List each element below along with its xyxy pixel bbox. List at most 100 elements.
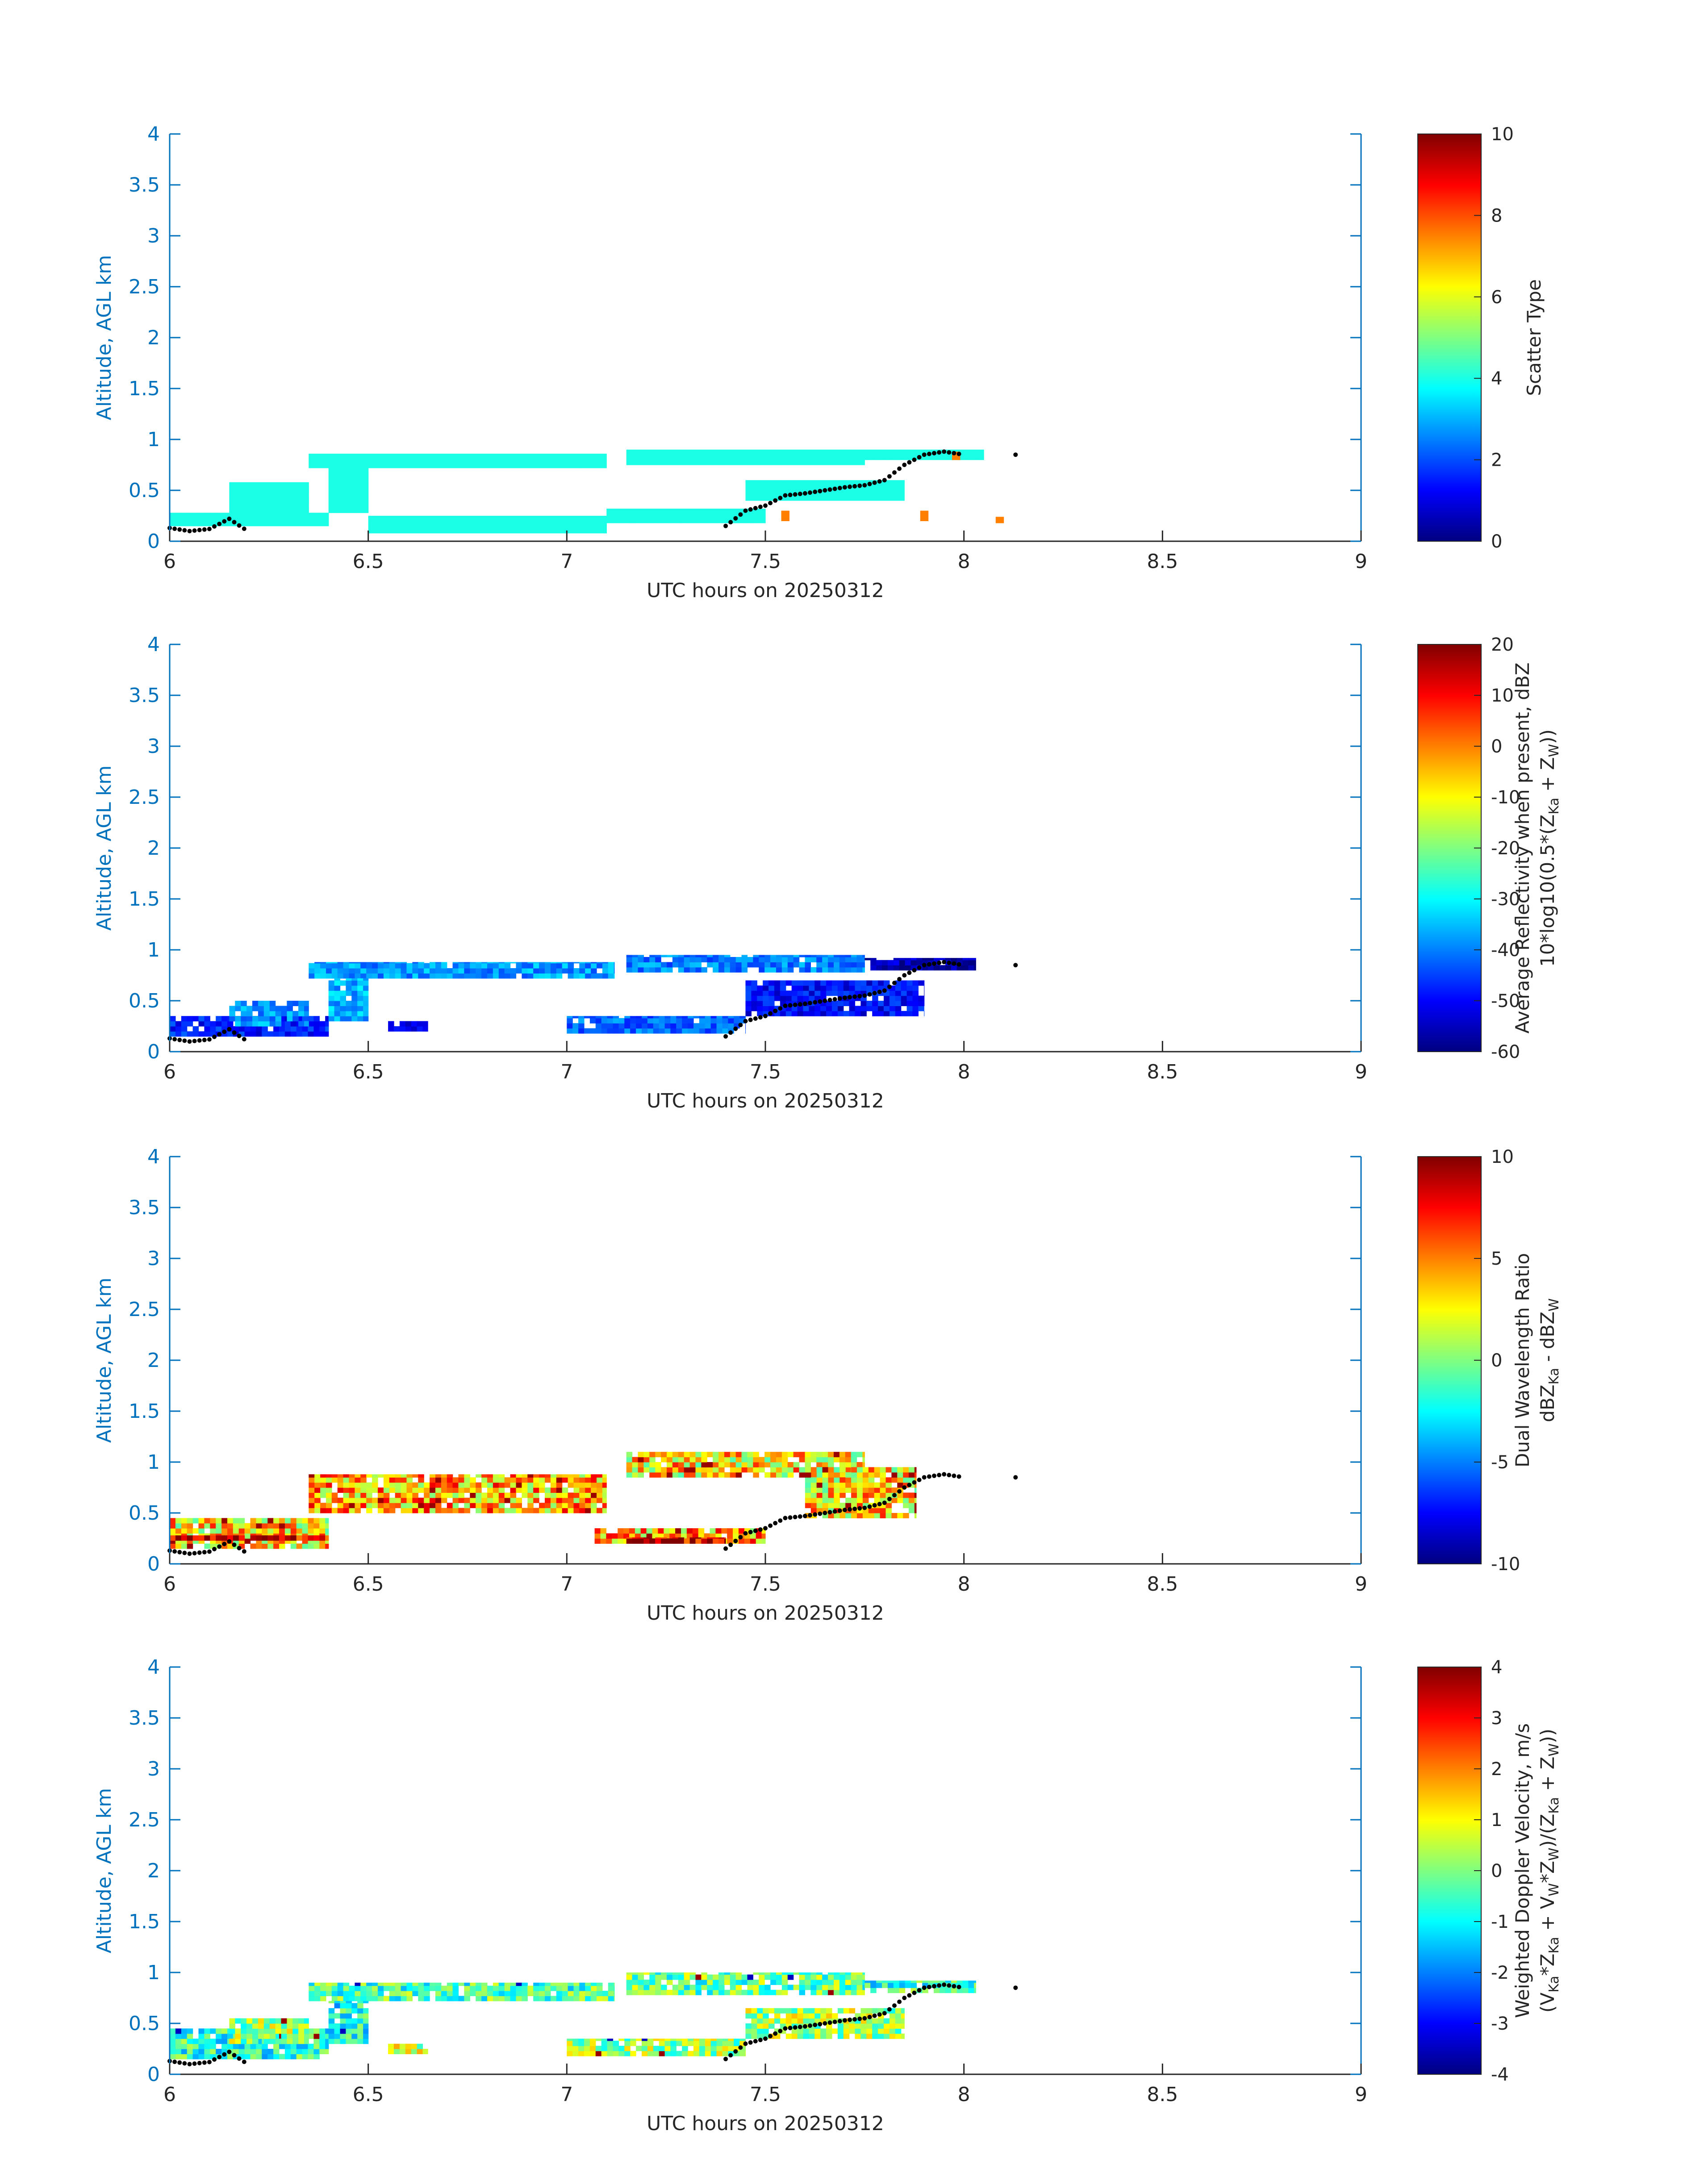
heatmap-cell — [735, 1462, 742, 1467]
heatmap-cell — [632, 455, 639, 460]
heatmap-cell — [770, 1462, 777, 1467]
cloud-base-dot — [802, 1001, 807, 1006]
heatmap-cell — [363, 2023, 369, 2029]
heatmap-cell — [309, 1482, 315, 1488]
heatmap-cell — [805, 1980, 811, 1985]
heatmap-cell — [346, 985, 352, 991]
y-tick-label: 3.5 — [129, 174, 160, 196]
heatmap-cell — [411, 2049, 418, 2054]
heatmap-cell — [862, 1989, 865, 1995]
heatmap-cell — [527, 453, 534, 458]
heatmap-cell — [934, 1981, 940, 1983]
heatmap-cell — [372, 968, 378, 974]
heatmap-cell — [914, 1482, 917, 1488]
heatmap-cell — [698, 509, 705, 513]
heatmap-cell — [452, 1996, 459, 2002]
heatmap-cell — [753, 460, 759, 465]
heatmap-cell — [406, 1996, 413, 2002]
heatmap-cell — [366, 458, 372, 463]
heatmap-cell — [418, 1985, 424, 1991]
heatmap-cell — [678, 1985, 685, 1990]
heatmap-cell — [901, 495, 905, 501]
heatmap-cell — [464, 1982, 470, 1986]
heatmap-cell — [810, 967, 817, 973]
heatmap-cell — [688, 2040, 694, 2046]
heatmap-cell — [837, 495, 844, 501]
heatmap-cell — [412, 1503, 418, 1508]
cloud-base-dot — [753, 1528, 758, 1533]
heatmap-cell — [325, 1528, 329, 1534]
heatmap-cell — [763, 490, 769, 496]
heatmap-cell — [403, 516, 409, 518]
heatmap-cell — [241, 497, 247, 503]
cloud-base-dot — [947, 1473, 952, 1478]
heatmap-cell — [745, 2013, 752, 2019]
heatmap-cell — [309, 1985, 315, 1991]
heatmap-cell — [707, 962, 713, 968]
cloud-base-dot — [768, 501, 773, 506]
heatmap-cell — [269, 1016, 276, 1022]
heatmap-cell — [545, 1497, 551, 1503]
heatmap-cell — [346, 2008, 352, 2014]
heatmap-cell — [781, 455, 788, 460]
heatmap-cell — [855, 2028, 861, 2034]
heatmap-cell — [828, 1477, 834, 1483]
heatmap-cell — [845, 1462, 852, 1467]
cloud-base-dot — [763, 1014, 768, 1019]
heatmap-cell — [718, 1452, 725, 1458]
heatmap-cell — [533, 963, 539, 969]
heatmap-cell — [258, 1016, 264, 1022]
heatmap-cell — [420, 528, 426, 534]
heatmap-cell — [860, 2008, 867, 2014]
cloud-base-dot — [723, 1034, 728, 1039]
heatmap-cell — [372, 1497, 378, 1503]
heatmap-cell — [785, 2033, 792, 2039]
heatmap-cell — [701, 1972, 707, 1975]
heatmap-cell — [263, 487, 270, 493]
heatmap-cell — [661, 1985, 667, 1990]
heatmap-cell — [351, 482, 358, 488]
heatmap-cell — [845, 460, 852, 465]
heatmap-cell — [962, 1988, 969, 1993]
heatmap-cell — [664, 1016, 671, 1019]
heatmap-cell — [394, 1026, 400, 1032]
heatmap-cell — [695, 449, 702, 455]
heatmap-cell — [689, 1457, 696, 1462]
heatmap-cell — [414, 523, 421, 528]
heatmap-cell — [862, 1482, 869, 1488]
heatmap-cell — [584, 2046, 590, 2052]
heatmap-cell — [430, 1508, 436, 1513]
heatmap-cell — [585, 1982, 591, 1986]
heatmap-cell — [834, 1472, 840, 1478]
heatmap-cell — [284, 1518, 291, 1524]
heatmap-cell — [252, 507, 259, 513]
heatmap-cell — [493, 463, 499, 468]
heatmap-cell — [776, 449, 782, 455]
heatmap-cell — [974, 455, 980, 460]
heatmap-cell — [447, 1503, 453, 1508]
heatmap-cell — [862, 955, 865, 957]
heatmap-cell — [550, 1982, 557, 1986]
heatmap-cell — [337, 1508, 344, 1513]
heatmap-cell — [763, 495, 769, 501]
heatmap-cell — [814, 495, 821, 501]
heatmap-cell — [951, 965, 957, 971]
heatmap-cell — [545, 1982, 551, 1986]
heatmap-cell — [602, 968, 609, 974]
heatmap-cell — [337, 1982, 344, 1986]
heatmap-cell — [845, 967, 852, 973]
y-tick-label: 1.5 — [129, 1910, 160, 1933]
heatmap-cell — [899, 1981, 906, 1983]
heatmap-cell — [710, 1016, 717, 1019]
heatmap-cell — [713, 967, 719, 973]
heatmap-cell — [275, 492, 282, 498]
heatmap-cell — [437, 523, 443, 528]
heatmap-cell — [470, 963, 476, 969]
heatmap-cell — [238, 1523, 245, 1529]
heatmap-cell — [320, 963, 326, 969]
heatmap-cell — [895, 985, 902, 991]
heatmap-cell — [357, 497, 363, 503]
heatmap-cell — [797, 1006, 804, 1011]
heatmap-cell — [357, 2023, 363, 2029]
heatmap-cell — [862, 460, 865, 465]
